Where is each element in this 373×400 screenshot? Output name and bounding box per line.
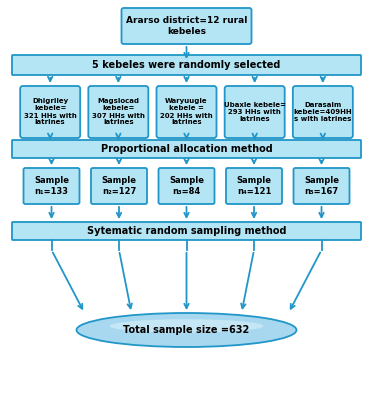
Text: Magslocad
kebele=
307 HHs with
latrines: Magslocad kebele= 307 HHs with latrines (92, 98, 145, 126)
FancyBboxPatch shape (122, 8, 251, 44)
Text: Ararso district=12 rural
kebeles: Ararso district=12 rural kebeles (126, 16, 247, 36)
FancyBboxPatch shape (20, 86, 80, 138)
Text: Sytematic random sampling method: Sytematic random sampling method (87, 226, 286, 236)
FancyBboxPatch shape (91, 168, 147, 204)
FancyBboxPatch shape (12, 222, 361, 240)
FancyBboxPatch shape (157, 86, 216, 138)
Text: Dhigriley
kebele=
321 HHs with
latrines: Dhigriley kebele= 321 HHs with latrines (24, 98, 76, 126)
FancyBboxPatch shape (12, 55, 361, 75)
Text: 5 kebeles were randomly selected: 5 kebeles were randomly selected (92, 60, 281, 70)
Text: Sample
n₃=84: Sample n₃=84 (169, 176, 204, 196)
Ellipse shape (76, 313, 297, 347)
Text: Total sample size =632: Total sample size =632 (123, 325, 250, 335)
Text: Darasalm
kebele=409HH
s with latrines: Darasalm kebele=409HH s with latrines (294, 102, 352, 122)
Text: Waryuugle
kebele =
202 HHs with
latrines: Waryuugle kebele = 202 HHs with latrines (160, 98, 213, 126)
FancyBboxPatch shape (293, 86, 353, 138)
Text: Sample
n₁=133: Sample n₁=133 (34, 176, 69, 196)
Text: Sample
n₄=121: Sample n₄=121 (236, 176, 272, 196)
Text: Sample
n₅=167: Sample n₅=167 (304, 176, 339, 196)
FancyBboxPatch shape (159, 168, 214, 204)
Ellipse shape (110, 319, 263, 333)
FancyBboxPatch shape (88, 86, 148, 138)
FancyBboxPatch shape (23, 168, 79, 204)
FancyBboxPatch shape (226, 168, 282, 204)
Text: Ubaxle kebele=
293 HHs with
latrines: Ubaxle kebele= 293 HHs with latrines (224, 102, 286, 122)
FancyBboxPatch shape (12, 140, 361, 158)
FancyBboxPatch shape (225, 86, 285, 138)
Text: Proportional allocation method: Proportional allocation method (101, 144, 272, 154)
Text: Sample
n₂=127: Sample n₂=127 (101, 176, 137, 196)
FancyBboxPatch shape (294, 168, 350, 204)
